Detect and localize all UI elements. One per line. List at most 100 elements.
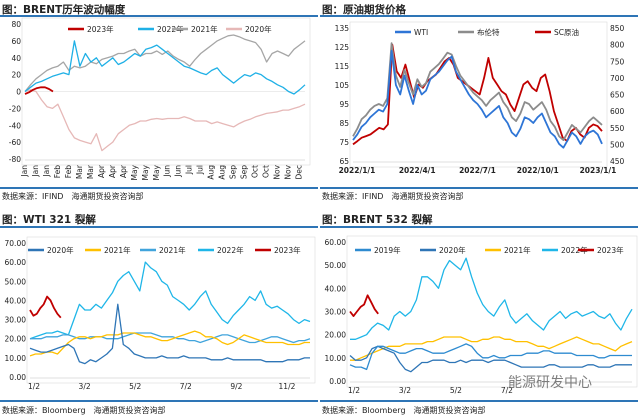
legend-label: 2021年 bbox=[159, 245, 186, 255]
x-tick-label: Feb bbox=[64, 165, 73, 179]
x-tick-label: May bbox=[141, 164, 150, 180]
series-line-2023年 bbox=[349, 294, 379, 317]
series-line-2021年 bbox=[29, 330, 310, 357]
y-tick-label: 40.00 bbox=[325, 284, 347, 293]
y-tick-label: 60.00 bbox=[325, 238, 347, 247]
chart-crude-futures: 135 125 115 105 95 85 75 65 850 800 750 700 650 600 55… bbox=[335, 21, 625, 175]
y-tick-label: 0 bbox=[16, 88, 21, 97]
y-tick-label: -40 bbox=[9, 121, 21, 130]
series-line-布伦特 bbox=[352, 42, 603, 142]
y2-tick-label: 700 bbox=[610, 74, 625, 83]
chart-title: 图：BRENT历年波动幅度 bbox=[2, 4, 126, 16]
legend-label: 2021年 bbox=[504, 245, 531, 255]
x-tick-label: Jul bbox=[196, 165, 205, 175]
legend-label: 2023年 bbox=[274, 245, 301, 255]
x-tick-label: 5/2 bbox=[450, 386, 462, 395]
y-tick-label: 125 bbox=[335, 43, 350, 52]
x-tick-label: Jan bbox=[31, 165, 40, 178]
x-tick-label: Apr bbox=[119, 164, 128, 178]
series-line-2022年 bbox=[29, 261, 311, 340]
source-text: 数据来源：Bloomberg 海通期货投资咨询部 bbox=[2, 406, 166, 415]
y2-tick-label: 550 bbox=[610, 124, 625, 133]
series-line-WTI bbox=[352, 49, 603, 149]
y-tick-label: 10.00 bbox=[325, 354, 347, 363]
plot-frame bbox=[349, 21, 608, 168]
x-tick-label: Sep bbox=[240, 165, 249, 179]
y-tick-label: 50.00 bbox=[5, 277, 27, 286]
series-line-2022年 bbox=[24, 40, 306, 95]
y-tick-label: 0.00 bbox=[9, 373, 26, 382]
chart-title: 图：BRENT 532 裂解 bbox=[322, 214, 433, 226]
x-tick-label: Jan bbox=[42, 165, 51, 178]
x-tick-label: 2023/1/1 bbox=[580, 166, 617, 175]
x-tick-label: Jun bbox=[163, 165, 172, 178]
y2-tick-label: 500 bbox=[610, 140, 625, 149]
x-tick-label: 3/2 bbox=[399, 386, 411, 395]
x-tick-label: Dec bbox=[295, 165, 304, 180]
y-tick-label: -80 bbox=[9, 155, 21, 164]
plot-frame bbox=[21, 17, 311, 166]
x-tick-label: 1/2 bbox=[348, 386, 360, 395]
series-line-2020年 bbox=[349, 345, 632, 373]
series-line-2020年 bbox=[24, 89, 306, 152]
x-tick-label: May bbox=[130, 164, 139, 180]
y-tick-label: 95 bbox=[339, 100, 349, 109]
title-rule bbox=[320, 15, 638, 17]
x-tick-label: Apr bbox=[97, 164, 106, 178]
y-tick-label: 50.00 bbox=[325, 261, 347, 270]
series-line-2021年 bbox=[24, 34, 306, 92]
y-tick-label: 40.00 bbox=[5, 296, 27, 305]
y-tick-label: 80 bbox=[11, 20, 21, 29]
title-rule bbox=[0, 15, 318, 17]
x-tick-label: Jan bbox=[20, 165, 29, 178]
footer-rule bbox=[0, 187, 318, 189]
x-tick-label: 2022/1/1 bbox=[339, 166, 376, 175]
y-tick-label: 20 bbox=[11, 71, 21, 80]
legend-label: 2022年 bbox=[157, 24, 184, 34]
y-tick-label: -60 bbox=[9, 138, 21, 147]
x-tick-label: Feb bbox=[53, 165, 62, 179]
legend-label: 2022年 bbox=[217, 245, 244, 255]
x-tick-label: Aug bbox=[218, 165, 227, 180]
source-text: 数据来源：IFIND 海通期货投资咨询部 bbox=[2, 192, 144, 201]
series-line-2023年 bbox=[24, 86, 54, 95]
y-tick-label: 135 bbox=[335, 24, 350, 33]
y-tick-label: 60.00 bbox=[5, 258, 27, 267]
y-tick-label: 40 bbox=[11, 54, 21, 63]
watermark-logo: 能源研发中心 bbox=[508, 375, 592, 391]
y-tick-label: 20.00 bbox=[5, 335, 27, 344]
y2-tick-label: 650 bbox=[610, 91, 625, 100]
y-tick-label: 10.00 bbox=[5, 354, 27, 363]
x-tick-label: Oct bbox=[251, 165, 260, 178]
series-line-SC原油 bbox=[352, 43, 603, 146]
series-line-2022年 bbox=[350, 257, 633, 340]
y-tick-label: -20 bbox=[9, 104, 21, 113]
chart-title: 图：WTI 321 裂解 bbox=[2, 214, 96, 226]
x-tick-label: Aug bbox=[207, 165, 216, 180]
x-tick-label: 2022/10/1 bbox=[517, 166, 559, 175]
x-tick-label: Oct bbox=[262, 165, 271, 178]
y-tick-label: 30.00 bbox=[325, 308, 347, 317]
y2-tick-label: 800 bbox=[610, 41, 625, 50]
y-tick-label: 30.00 bbox=[5, 316, 27, 325]
y-tick-label: 105 bbox=[335, 81, 350, 90]
footer-rule bbox=[0, 400, 318, 402]
plot-frame bbox=[26, 236, 316, 384]
series-line-2021年 bbox=[350, 336, 633, 361]
x-tick-label: 2022/4/1 bbox=[399, 166, 436, 175]
legend-label: 布伦特 bbox=[477, 27, 500, 37]
y2-tick-label: 450 bbox=[610, 157, 625, 166]
x-tick-label: Nov bbox=[284, 164, 293, 179]
y2-tick-label: 750 bbox=[610, 57, 625, 66]
legend-label: 2019年 bbox=[374, 245, 401, 255]
legend-label: 2021年 bbox=[191, 24, 218, 34]
series-line-2020年 bbox=[29, 303, 310, 365]
x-tick-label: May bbox=[152, 164, 161, 180]
x-tick-label: 7/2 bbox=[501, 386, 513, 395]
legend-label: SC原油 bbox=[554, 27, 579, 37]
y-tick-label: 60 bbox=[11, 37, 21, 46]
x-tick-label: 3/2 bbox=[79, 382, 91, 391]
y-tick-label: 75 bbox=[339, 138, 349, 147]
y2-tick-label: 600 bbox=[610, 107, 625, 116]
